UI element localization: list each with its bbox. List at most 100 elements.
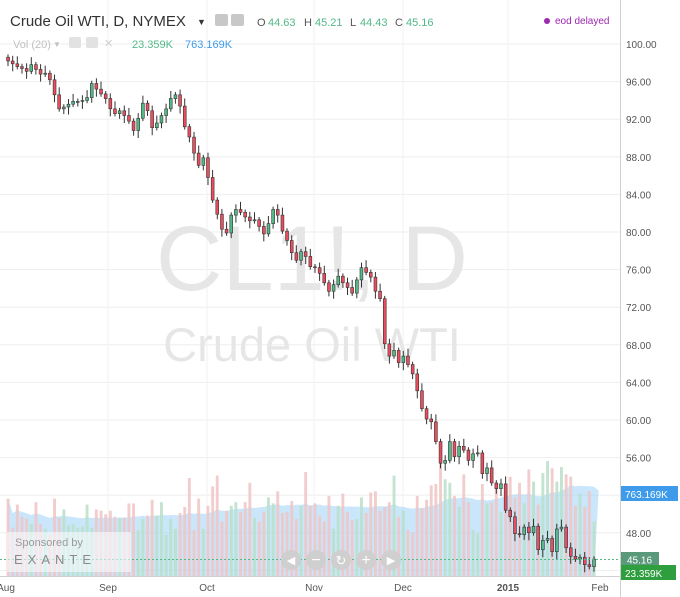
volume-bar: [308, 505, 312, 576]
volume-bar: [234, 502, 238, 576]
candle: [480, 452, 485, 474]
candle: [392, 350, 396, 357]
volume-bar: [178, 513, 182, 576]
volume-gear-icon[interactable]: [86, 37, 98, 48]
candle: [568, 547, 573, 557]
volume-bar: [574, 505, 577, 576]
volume-bar: [187, 478, 191, 576]
sponsor-text: Sponsored by: [15, 537, 83, 549]
volume-bar: [485, 503, 489, 576]
candle: [178, 94, 182, 107]
settings-buttons[interactable]: [215, 14, 244, 26]
candle: [20, 66, 24, 69]
volume-bar: [192, 530, 196, 576]
candle: [382, 298, 387, 345]
open-value: 44.63: [268, 17, 296, 29]
candle: [420, 390, 424, 409]
candle: [401, 355, 406, 364]
volume-bar: [150, 499, 154, 576]
svg-text:▶: ▶: [387, 555, 396, 567]
volume-bar: [313, 503, 317, 576]
candle: [24, 68, 29, 72]
volume-bar: [508, 476, 512, 576]
candle: [266, 223, 271, 235]
y-tick-label: 68.00: [626, 341, 651, 352]
symbol-title[interactable]: Crude Oil WTI, D, NYMEX: [10, 13, 186, 30]
candle: [373, 276, 378, 292]
volume-bar: [364, 513, 368, 576]
candle: [252, 219, 257, 222]
candle: [220, 213, 224, 230]
candle: [457, 445, 461, 457]
candle: [117, 110, 122, 114]
volume-bar: [494, 488, 498, 576]
y-tick-label: 96.00: [626, 78, 651, 89]
volume-bar: [480, 484, 484, 576]
y-tick-label: 84.00: [626, 190, 651, 201]
volume-bar: [285, 511, 289, 576]
high-value: 45.21: [315, 17, 343, 29]
candle: [564, 526, 568, 549]
ohlc-readout: O 44.63 H 45.21 L 44.43 C 45.16: [257, 17, 434, 29]
zoom-out-button[interactable]: −: [306, 550, 326, 570]
candle: [541, 539, 545, 550]
gear-icon[interactable]: [231, 14, 244, 26]
candle: [80, 100, 85, 102]
candle: [127, 115, 131, 122]
candle: [499, 483, 503, 489]
candle: [43, 72, 47, 75]
volume-bar: [155, 515, 159, 576]
candle: [145, 102, 150, 111]
y-tick-label: 64.00: [626, 378, 651, 389]
volume-bar: [141, 519, 145, 576]
svg-text:↻: ↻: [336, 553, 347, 568]
volume-ma-axis-label-bg: [621, 486, 678, 501]
volume-bar: [476, 533, 480, 576]
candle: [192, 136, 196, 154]
volume-bar: [262, 511, 266, 576]
candle: [76, 101, 80, 103]
candle: [527, 526, 531, 533]
scroll-left-button[interactable]: ◀: [281, 550, 301, 570]
volume-eye-icon[interactable]: [69, 37, 81, 48]
candle: [522, 526, 526, 535]
volume-indicator-label[interactable]: Vol (20): [13, 39, 51, 51]
candle: [578, 556, 582, 560]
volume-bar: [220, 521, 224, 576]
candle: [466, 449, 471, 461]
volume-dropdown-icon[interactable]: ▼: [53, 40, 61, 49]
y-tick-label: 92.00: [626, 115, 651, 126]
symbol-dropdown-icon[interactable]: ▼: [197, 17, 206, 27]
volume-bar: [592, 521, 596, 576]
sponsor-badge[interactable]: Sponsored by EXANTE: [7, 532, 131, 572]
candle: [71, 101, 75, 105]
candle: [387, 343, 392, 357]
candle: [271, 209, 275, 224]
volume-bar: [439, 455, 442, 576]
volume-close-icon[interactable]: ✕: [104, 38, 113, 50]
candle: [280, 214, 285, 232]
eye-icon[interactable]: [215, 14, 228, 26]
candle: [248, 216, 252, 222]
volume-bar: [462, 474, 466, 576]
volume-bar: [197, 498, 201, 576]
volume-bar: [425, 499, 428, 576]
volume-ma-value: 763.169K: [185, 39, 233, 51]
scroll-right-button[interactable]: ▶: [381, 550, 401, 570]
reset-button[interactable]: ↻: [331, 550, 351, 570]
candle: [136, 118, 141, 131]
candle: [355, 279, 359, 294]
candle: [131, 120, 136, 131]
volume-bar: [448, 482, 452, 576]
zoom-in-button[interactable]: +: [356, 550, 376, 570]
candle: [517, 533, 522, 536]
candle: [155, 122, 159, 128]
candle: [173, 94, 178, 99]
candle: [238, 209, 243, 213]
y-tick-label: 80.00: [626, 228, 651, 239]
volume-bar: [434, 484, 438, 576]
volume-bar: [401, 510, 405, 576]
volume-bar: [420, 508, 424, 576]
status-dot-icon: [544, 18, 550, 24]
